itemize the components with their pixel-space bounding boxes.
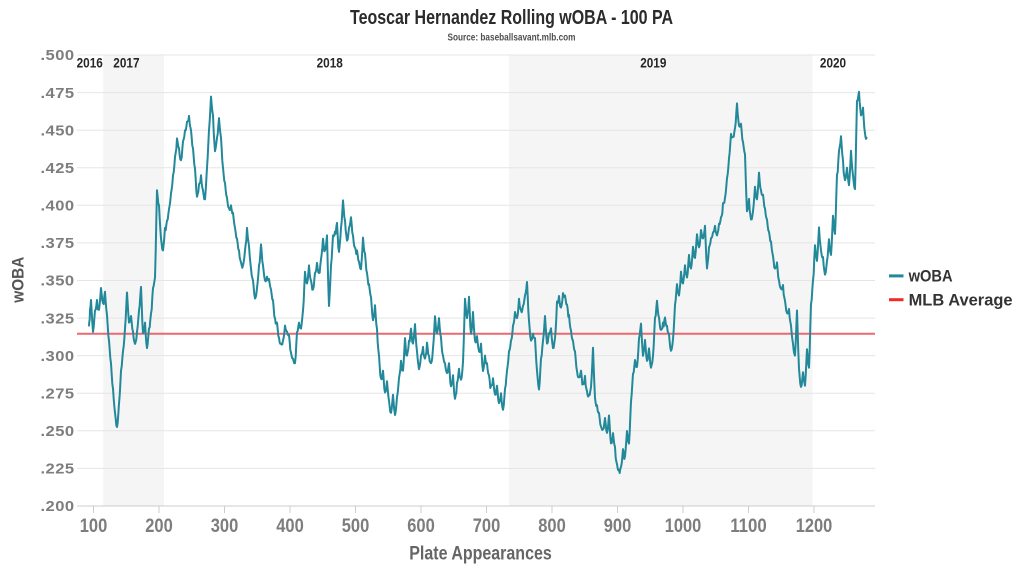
- svg-text:.475: .475: [41, 85, 75, 102]
- svg-text:wOBA: wOBA: [8, 257, 27, 304]
- svg-text:Source: baseballsavant.mlb.com: Source: baseballsavant.mlb.com: [448, 33, 576, 44]
- svg-text:.350: .350: [41, 273, 75, 290]
- svg-text:200: 200: [145, 516, 173, 537]
- svg-text:2018: 2018: [317, 55, 343, 71]
- svg-text:100: 100: [80, 516, 108, 537]
- svg-text:.200: .200: [41, 498, 75, 515]
- svg-text:.300: .300: [41, 348, 75, 365]
- svg-text:Plate Appearances: Plate Appearances: [409, 544, 552, 565]
- svg-text:1000: 1000: [665, 516, 702, 537]
- svg-text:2017: 2017: [113, 55, 139, 71]
- svg-text:wOBA: wOBA: [908, 267, 953, 286]
- svg-text:900: 900: [604, 516, 632, 537]
- svg-text:.250: .250: [41, 423, 75, 440]
- svg-text:1100: 1100: [730, 516, 767, 537]
- svg-text:.275: .275: [41, 385, 75, 402]
- svg-text:300: 300: [211, 516, 239, 537]
- svg-text:2019: 2019: [640, 55, 666, 71]
- svg-text:1200: 1200: [796, 516, 833, 537]
- svg-text:400: 400: [276, 516, 304, 537]
- svg-text:.325: .325: [41, 310, 75, 327]
- svg-text:600: 600: [407, 516, 435, 537]
- svg-text:500: 500: [342, 516, 370, 537]
- svg-text:MLB Average: MLB Average: [909, 291, 1013, 310]
- svg-text:.225: .225: [41, 461, 75, 478]
- svg-text:Teoscar Hernandez Rolling wOBA: Teoscar Hernandez Rolling wOBA - 100 PA: [350, 7, 673, 29]
- svg-text:800: 800: [538, 516, 566, 537]
- svg-text:2020: 2020: [820, 55, 846, 71]
- svg-text:.400: .400: [41, 198, 75, 215]
- svg-text:.500: .500: [41, 47, 75, 64]
- svg-text:2016: 2016: [77, 55, 103, 71]
- svg-text:.450: .450: [41, 122, 75, 139]
- svg-text:.375: .375: [41, 235, 75, 252]
- svg-text:700: 700: [473, 516, 501, 537]
- svg-text:.425: .425: [41, 160, 75, 177]
